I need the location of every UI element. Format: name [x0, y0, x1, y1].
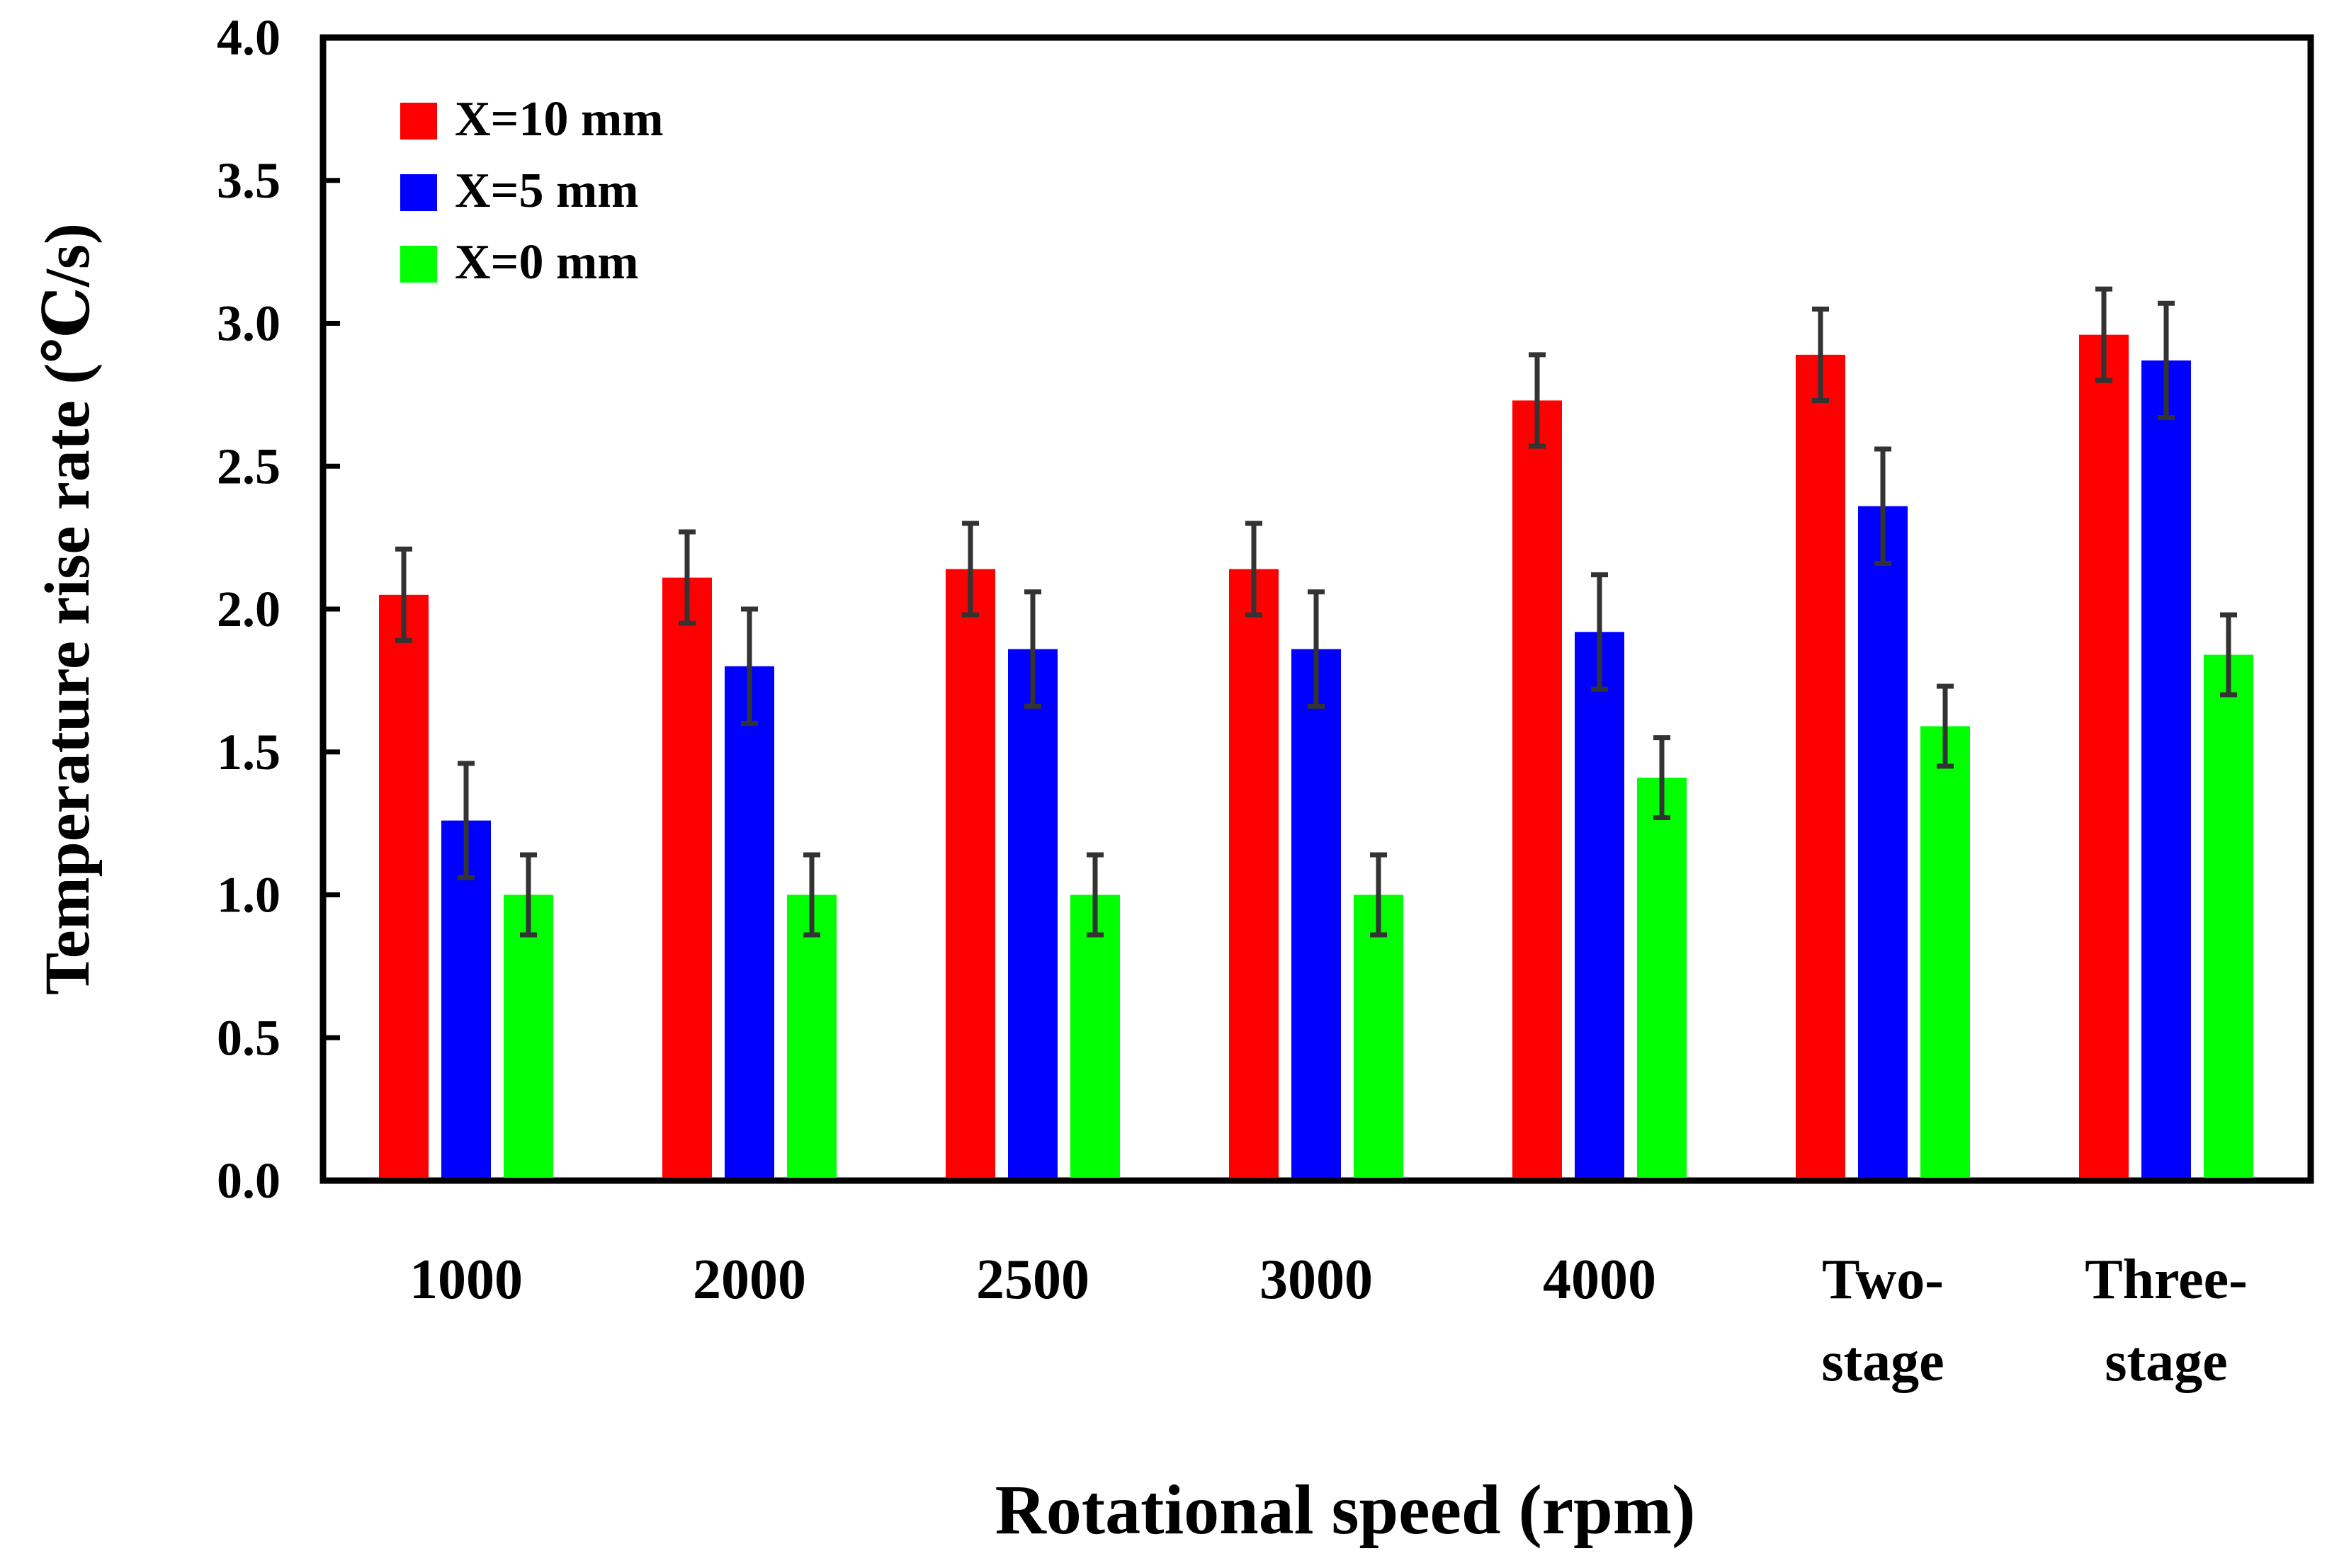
x-tick-label: stage [2105, 1331, 2227, 1393]
legend-label: X=10 mm [455, 92, 664, 147]
bar [2204, 654, 2253, 1178]
bar [1008, 649, 1058, 1178]
y-tick-label: 1.0 [217, 867, 281, 924]
x-tick-label: 3000 [1259, 1249, 1373, 1311]
bar [379, 594, 429, 1178]
bar [504, 894, 553, 1178]
legend-swatch [400, 246, 437, 283]
bar [1796, 354, 1845, 1178]
bar [725, 666, 774, 1178]
bar [787, 894, 837, 1178]
y-tick-label: 4.0 [217, 9, 281, 66]
y-tick-label: 2.0 [217, 581, 281, 637]
bar [1920, 726, 1970, 1178]
x-axis-label: Rotational speed (rpm) [995, 1470, 1696, 1549]
bar [2141, 360, 2191, 1178]
bar [1354, 894, 1403, 1178]
y-tick-label: 3.5 [217, 152, 281, 209]
bar [662, 577, 712, 1178]
y-tick-label: 2.5 [217, 438, 281, 494]
bar [1637, 778, 1687, 1178]
y-tick-label: 0.0 [217, 1152, 281, 1209]
bar [1512, 400, 1562, 1178]
x-tick-label: 2500 [976, 1249, 1089, 1311]
y-axis-label: Temperature rise rate (℃/s) [33, 223, 103, 995]
x-tick-label: Three- [2085, 1249, 2248, 1311]
y-tick-label: 1.5 [217, 724, 281, 780]
x-tick-label: 1000 [409, 1249, 523, 1311]
bar [946, 569, 995, 1178]
legend-label: X=0 mm [455, 235, 639, 290]
bar [1291, 649, 1341, 1178]
y-tick-label: 3.0 [217, 295, 281, 352]
bar [1229, 569, 1279, 1178]
legend-label: X=5 mm [455, 164, 639, 218]
x-tick-label: Two- [1822, 1249, 1944, 1311]
x-tick-label: 2000 [693, 1249, 806, 1311]
bar [1575, 632, 1624, 1178]
legend-swatch [400, 174, 437, 211]
bar [2079, 334, 2129, 1178]
x-tick-label: stage [1821, 1331, 1944, 1393]
bar [1070, 894, 1120, 1178]
x-tick-label: 4000 [1543, 1249, 1656, 1311]
y-tick-label: 0.5 [217, 1009, 281, 1066]
bar [1858, 506, 1908, 1178]
legend-swatch [400, 103, 437, 140]
